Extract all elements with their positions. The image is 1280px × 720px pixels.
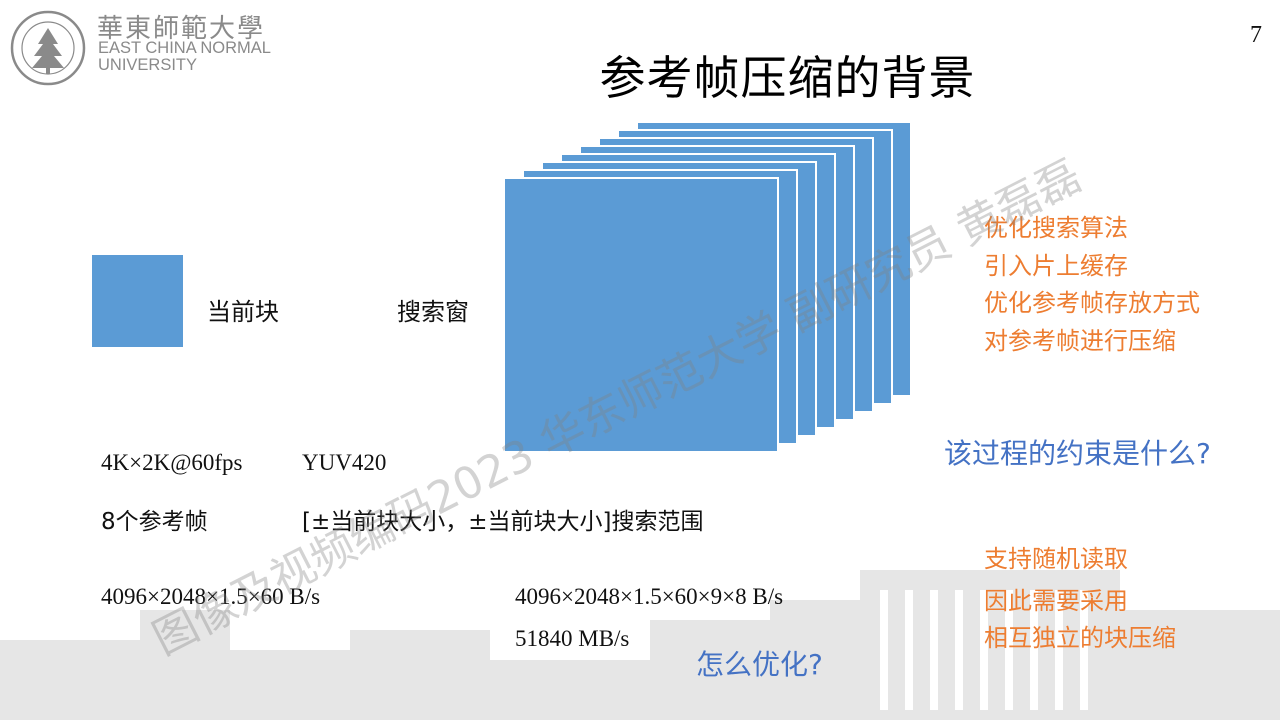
logo-chinese-name: 華東師範大學 bbox=[97, 14, 266, 44]
spec-reference-count: 8个参考帧 bbox=[101, 509, 208, 535]
search-window-label: 搜索窗 bbox=[397, 298, 469, 326]
option-item: 优化搜索算法 bbox=[984, 214, 1128, 242]
bandwidth-result: 51840 MB/s bbox=[515, 626, 630, 651]
constraint-question: 该过程的约束是什么? bbox=[944, 437, 1211, 470]
optimize-question: 怎么优化? bbox=[696, 648, 823, 681]
answer-line: 支持随机读取 bbox=[984, 545, 1128, 573]
answer-line: 因此需要采用 bbox=[984, 586, 1128, 615]
answer-line: 相互独立的块压缩 bbox=[984, 624, 1176, 652]
spec-search-range: [±当前块大小，±当前块大小]搜索范围 bbox=[302, 509, 704, 535]
optimization-options: 优化搜索算法 引入片上缓存 优化参考帧存放方式 对参考帧进行压缩 bbox=[984, 210, 1200, 360]
option-item: 对参考帧进行压缩 bbox=[984, 326, 1176, 355]
reference-frame bbox=[503, 177, 779, 453]
logo-english-line2: UNIVERSITY bbox=[98, 56, 198, 74]
spec-format: YUV420 bbox=[302, 450, 387, 475]
bandwidth-total: 4096×2048×1.5×60×9×8 B/s bbox=[515, 584, 784, 609]
current-block-label: 当前块 bbox=[207, 298, 279, 326]
logo-english-line1: EAST CHINA NORMAL bbox=[98, 39, 271, 57]
current-block-square bbox=[92, 255, 183, 347]
university-seal-logo bbox=[10, 10, 86, 86]
logo-english-name: EAST CHINA NORMAL UNIVERSITY bbox=[98, 40, 271, 74]
spec-resolution: 4K×2K@60fps bbox=[101, 450, 243, 475]
answer-block: 支持随机读取 因此需要采用 相互独立的块压缩 bbox=[984, 541, 1176, 658]
page-number: 7 bbox=[1250, 22, 1262, 48]
option-item: 引入片上缓存 bbox=[984, 251, 1128, 280]
campus-background bbox=[0, 570, 1280, 720]
option-item: 优化参考帧存放方式 bbox=[984, 289, 1200, 317]
bandwidth-single: 4096×2048×1.5×60 B/s bbox=[101, 584, 321, 609]
slide-title: 参考帧压缩的背景 bbox=[599, 51, 976, 105]
